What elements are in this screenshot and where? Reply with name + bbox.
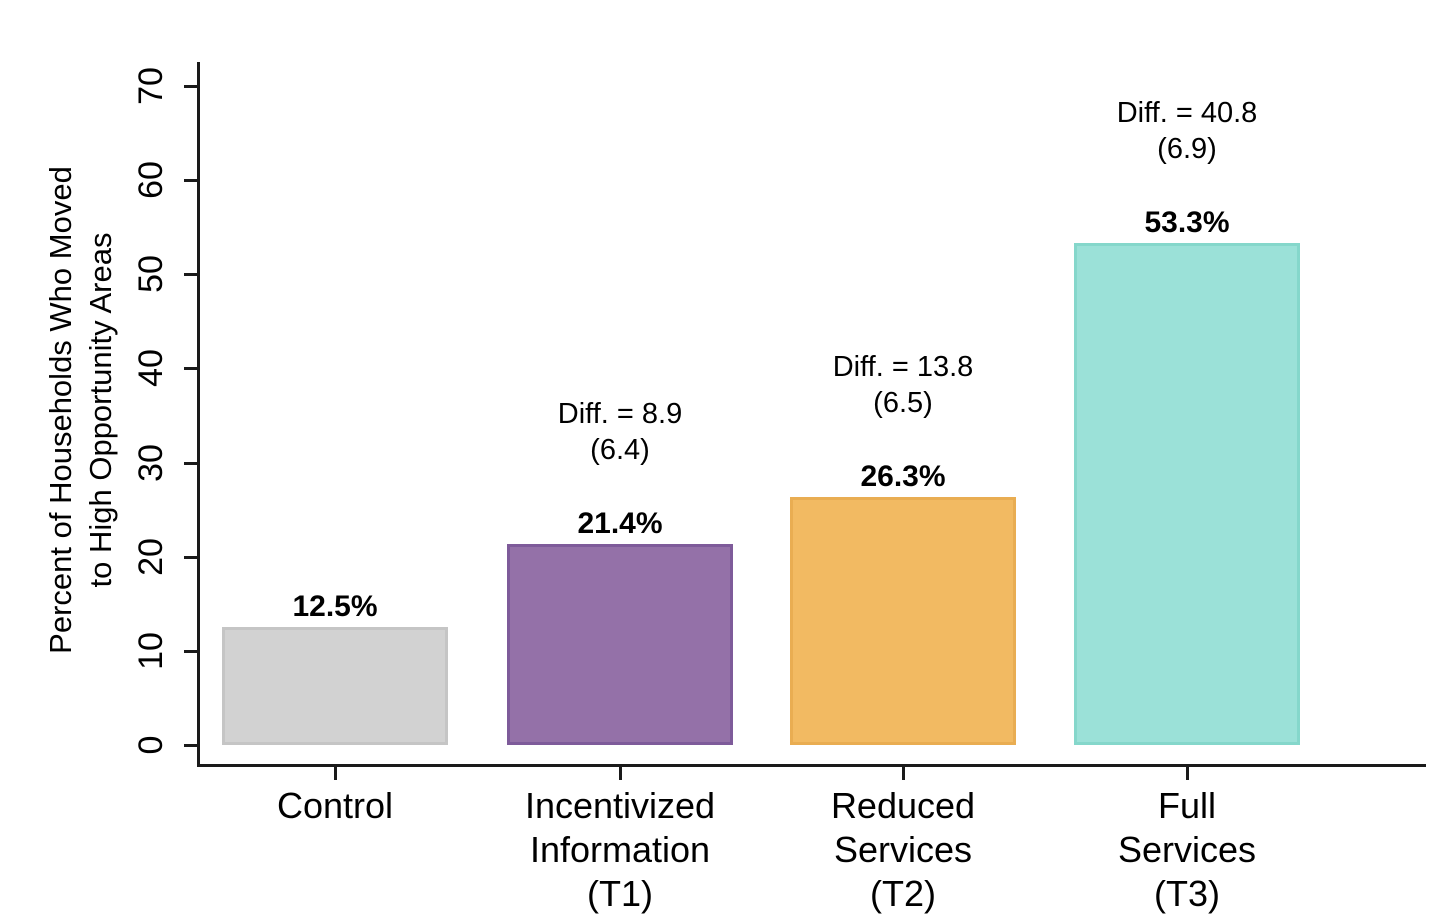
bar-value-label: 53.3% — [1144, 206, 1230, 240]
x-axis-category-label: Control — [276, 785, 394, 826]
y-axis-tick — [184, 179, 197, 183]
y-axis-tick-label: 70 — [132, 67, 170, 105]
y-axis-tick — [184, 744, 197, 747]
x-axis-category-label: Reduced Services (T2) — [830, 785, 976, 914]
x-axis-tick — [902, 767, 905, 780]
bar-value-label: 12.5% — [292, 590, 378, 624]
bar — [1074, 243, 1300, 745]
x-axis-category-label: Incentivized Information (T1) — [524, 785, 716, 914]
x-axis-line — [197, 764, 1426, 767]
bar — [222, 627, 448, 745]
diff-annotation: Diff. = 8.9 (6.4) — [557, 397, 683, 466]
y-axis-title: Percent of Households Who Moved to High … — [43, 166, 118, 654]
y-axis-tick-label: 60 — [132, 161, 170, 200]
bar — [507, 543, 733, 745]
y-axis-tick-label: 30 — [132, 443, 170, 482]
y-axis-tick-label: 40 — [132, 349, 170, 388]
y-axis-tick-label: 10 — [132, 631, 170, 670]
x-axis-tick — [334, 767, 337, 780]
x-axis-category-label: Full Services (T3) — [1117, 785, 1257, 914]
y-axis-tick-label: 20 — [132, 537, 170, 576]
y-axis-tick — [184, 273, 197, 277]
y-axis-line — [197, 62, 200, 767]
y-axis-tick — [184, 367, 197, 371]
y-axis-tick-label: 0 — [132, 735, 170, 755]
x-axis-tick — [1186, 767, 1189, 780]
y-axis-tick — [184, 461, 197, 465]
bar — [790, 497, 1016, 745]
y-axis-tick — [184, 649, 197, 653]
diff-annotation: Diff. = 40.8 (6.9) — [1116, 97, 1258, 166]
diff-annotation: Diff. = 13.8 (6.5) — [832, 351, 974, 420]
bar-value-label: 26.3% — [860, 460, 946, 494]
y-axis-tick — [184, 85, 197, 88]
y-axis-tick-label: 50 — [132, 255, 170, 294]
x-axis-tick — [619, 767, 622, 780]
bar-value-label: 21.4% — [577, 506, 663, 540]
y-axis-tick — [184, 555, 197, 559]
